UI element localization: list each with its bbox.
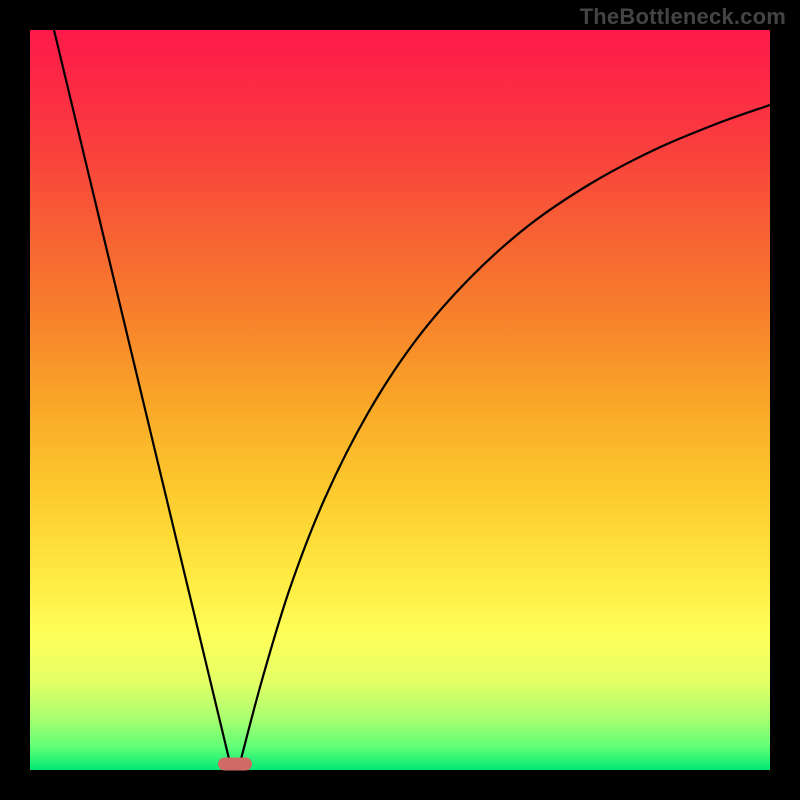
optimum-marker xyxy=(218,758,252,771)
plot-area-gradient xyxy=(30,30,770,770)
bottleneck-chart xyxy=(0,0,800,800)
watermark-text: TheBottleneck.com xyxy=(580,4,786,30)
chart-container: TheBottleneck.com xyxy=(0,0,800,800)
